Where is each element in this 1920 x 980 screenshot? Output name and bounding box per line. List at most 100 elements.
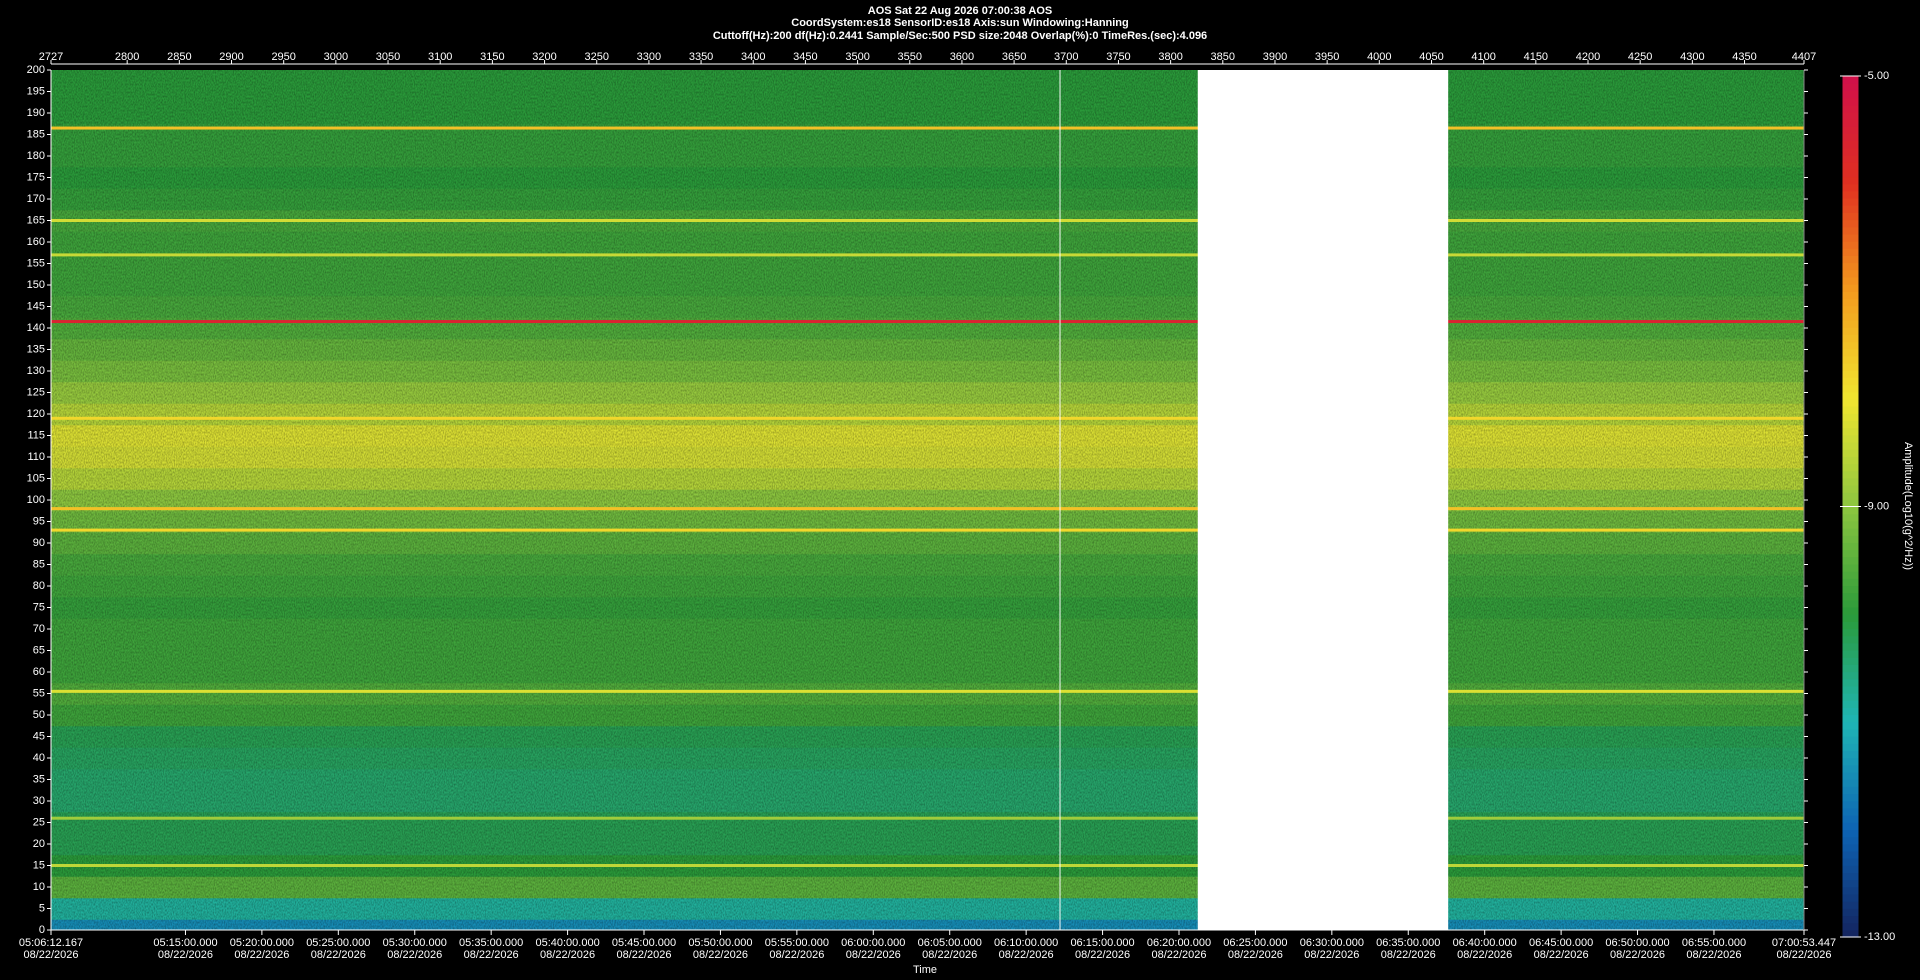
colorbar-step <box>1842 463 1859 472</box>
top-tick-label: 3300 <box>637 51 661 63</box>
colorbar-step <box>1842 420 1859 429</box>
top-tick-label: 2800 <box>115 51 139 63</box>
colorbar-step <box>1842 850 1859 859</box>
y-tick-label: 115 <box>27 429 45 441</box>
colorbar-step <box>1842 492 1859 500</box>
colorbar-step <box>1842 162 1859 170</box>
top-tick-label: 3750 <box>1106 51 1130 63</box>
colorbar-step <box>1842 592 1859 601</box>
colorbar-step <box>1842 829 1859 838</box>
top-tick-label: 4300 <box>1680 51 1704 63</box>
y-tick-label: 20 <box>33 838 45 850</box>
colorbar-step <box>1842 693 1859 701</box>
x-tick-label: 06:10:00.000 <box>994 937 1058 949</box>
top-tick-label: 3600 <box>950 51 974 63</box>
x-tick-label: 06:50:00.000 <box>1605 937 1669 949</box>
colorbar-step <box>1842 642 1859 651</box>
info-line: Cuttoff(Hz):200 df(Hz):0.2441 Sample/Sec… <box>713 30 1207 42</box>
x-tick-label: 05:45:00.000 <box>612 937 676 949</box>
top-tick-label: 2950 <box>271 51 295 63</box>
tonal-line <box>51 219 1804 222</box>
colorbar-step <box>1842 183 1859 192</box>
y-tick-label: 30 <box>33 795 45 807</box>
colorbar-step <box>1842 771 1859 780</box>
x-tick-label: 06:05:00.000 <box>918 937 982 949</box>
colorbar-step <box>1842 133 1859 142</box>
tonal-line <box>51 864 1804 867</box>
colorbar-step <box>1842 714 1859 723</box>
x-tick-label: 05:30:00.000 <box>383 937 447 949</box>
top-tick-label: 3550 <box>898 51 922 63</box>
top-tick-label: 3000 <box>324 51 348 63</box>
colorbar-step <box>1842 836 1859 845</box>
colorbar-step <box>1842 585 1859 594</box>
top-tick-label: 4200 <box>1576 51 1600 63</box>
y-tick-label: 190 <box>27 107 45 119</box>
colorbar-step <box>1842 678 1859 687</box>
colorbar-step <box>1842 197 1859 206</box>
colorbar-step <box>1842 822 1859 830</box>
y-tick-label: 175 <box>27 171 45 183</box>
colorbar-step <box>1842 298 1859 307</box>
x-tick-date: 08/22/2026 <box>234 949 289 961</box>
colorbar-step <box>1842 793 1859 802</box>
x-tick-label: 06:15:00.000 <box>1070 937 1134 949</box>
colorbar-step <box>1842 269 1859 278</box>
colorbar-step <box>1842 578 1859 587</box>
y-tick-label: 200 <box>27 64 45 76</box>
colorbar-step <box>1842 563 1859 572</box>
x-tick-date: 08/22/2026 <box>1304 949 1359 961</box>
tonal-line <box>51 507 1804 511</box>
x-tick-label: 05:35:00.000 <box>459 937 523 949</box>
x-tick-label: 07:00:53.447 <box>1772 937 1836 949</box>
x-tick-label: 06:00:00.000 <box>841 937 905 949</box>
colorbar-step <box>1842 449 1859 457</box>
colorbar-step <box>1842 929 1859 938</box>
colorbar-tick-label: -13.00 <box>1864 931 1895 943</box>
x-tick-date: 08/22/2026 <box>1075 949 1130 961</box>
colorbar-step <box>1842 499 1859 508</box>
colorbar-step <box>1842 865 1859 874</box>
y-tick-label: 0 <box>39 924 45 936</box>
tonal-line <box>51 689 1804 693</box>
colorbar-step <box>1842 341 1859 350</box>
colorbar-step <box>1842 248 1859 256</box>
colorbar-step <box>1842 571 1859 579</box>
x-tick-date: 08/22/2026 <box>1228 949 1283 961</box>
y-tick-label: 120 <box>27 408 45 420</box>
colorbar-step <box>1842 334 1859 343</box>
x-tick-date: 08/22/2026 <box>1686 949 1741 961</box>
colorbar-step <box>1842 233 1859 242</box>
x-tick-date: 08/22/2026 <box>1610 949 1665 961</box>
top-tick-label: 4350 <box>1732 51 1756 63</box>
colorbar-step <box>1842 434 1859 443</box>
y-tick-label: 125 <box>27 386 45 398</box>
noise-texture <box>51 70 1804 930</box>
x-tick-date: 08/22/2026 <box>387 949 442 961</box>
info-line: CoordSystem:es18 SensorID:es18 Axis:sun … <box>791 17 1129 29</box>
y-tick-label: 90 <box>33 537 45 549</box>
x-tick-label: 05:55:00.000 <box>765 937 829 949</box>
y-tick-label: 130 <box>27 365 45 377</box>
plot-area <box>51 70 1804 930</box>
colorbar-step <box>1842 484 1859 493</box>
colorbar-step <box>1842 126 1859 134</box>
colorbar-step <box>1842 535 1859 543</box>
colorbar-step <box>1842 657 1859 665</box>
top-tick-label: 3450 <box>793 51 817 63</box>
top-tick-label: 4407 <box>1792 51 1816 63</box>
x-tick-date: 08/22/2026 <box>464 949 519 961</box>
x-tick-date: 08/22/2026 <box>1534 949 1589 961</box>
top-tick-label: 2900 <box>219 51 243 63</box>
top-tick-label: 3150 <box>480 51 504 63</box>
colorbar-step <box>1842 815 1859 823</box>
top-tick-label: 4000 <box>1367 51 1391 63</box>
y-tick-label: 10 <box>33 881 45 893</box>
x-tick-date: 08/22/2026 <box>1457 949 1512 961</box>
colorbar-step <box>1842 327 1859 335</box>
y-tick-label: 110 <box>27 451 45 463</box>
colorbar-step <box>1842 886 1859 895</box>
colorbar-step <box>1842 284 1859 292</box>
colorbar-step <box>1842 549 1859 558</box>
